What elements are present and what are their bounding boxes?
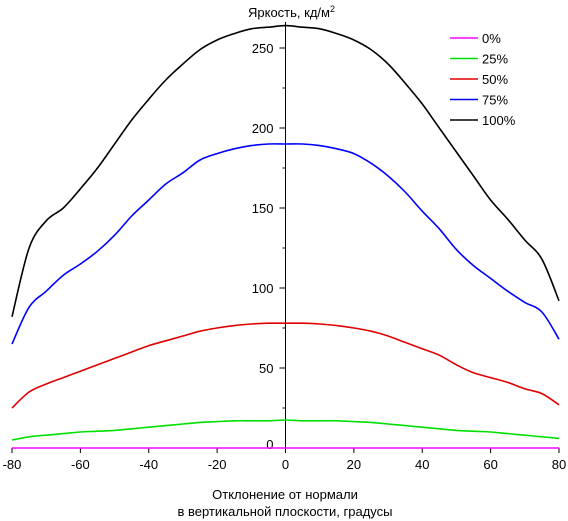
x-tick-label: 20	[347, 457, 361, 472]
series-line-75pct	[11, 143, 560, 345]
x-tick-label: -80	[3, 457, 22, 472]
tick-labels: -80 -60 -40 -20 0 20 40 60 80 50 100 150 200 250 0	[3, 41, 567, 472]
x-tick-label: 0	[282, 457, 289, 472]
y-tick-label: 100	[252, 281, 274, 296]
y-axis-label: Яркость, кд/м2	[248, 4, 335, 20]
series-line-50pct	[11, 322, 560, 409]
x-axis-label-line2: в вертикальной плоскости, градусы	[177, 504, 392, 519]
x-tick-label: -20	[208, 457, 227, 472]
y-tick-label: 250	[252, 41, 274, 56]
y-tick-label: 200	[252, 121, 274, 136]
x-tick-label: -40	[139, 457, 158, 472]
legend-label: 75%	[482, 93, 508, 108]
legend-label: 0%	[482, 31, 501, 46]
legend-label: 25%	[482, 52, 508, 67]
chart-axes	[11, 22, 560, 453]
legend-label: 50%	[482, 72, 508, 87]
series-lines	[11, 24, 560, 449]
x-axis-label-line1: Отклонение от нормали	[212, 487, 358, 502]
series-line-25pct	[11, 419, 560, 441]
x-tick-label: 80	[552, 457, 566, 472]
y-tick-label: 0	[266, 437, 273, 452]
y-tick-label: 50	[259, 361, 273, 376]
x-tick-label: 60	[483, 457, 497, 472]
series-line-100pct	[11, 24, 560, 317]
legend: 0% 25% 50% 75% 100%	[450, 31, 516, 128]
x-tick-label: 40	[415, 457, 429, 472]
x-tick-label: -60	[71, 457, 90, 472]
y-tick-label: 150	[252, 201, 274, 216]
legend-label: 100%	[482, 113, 516, 128]
